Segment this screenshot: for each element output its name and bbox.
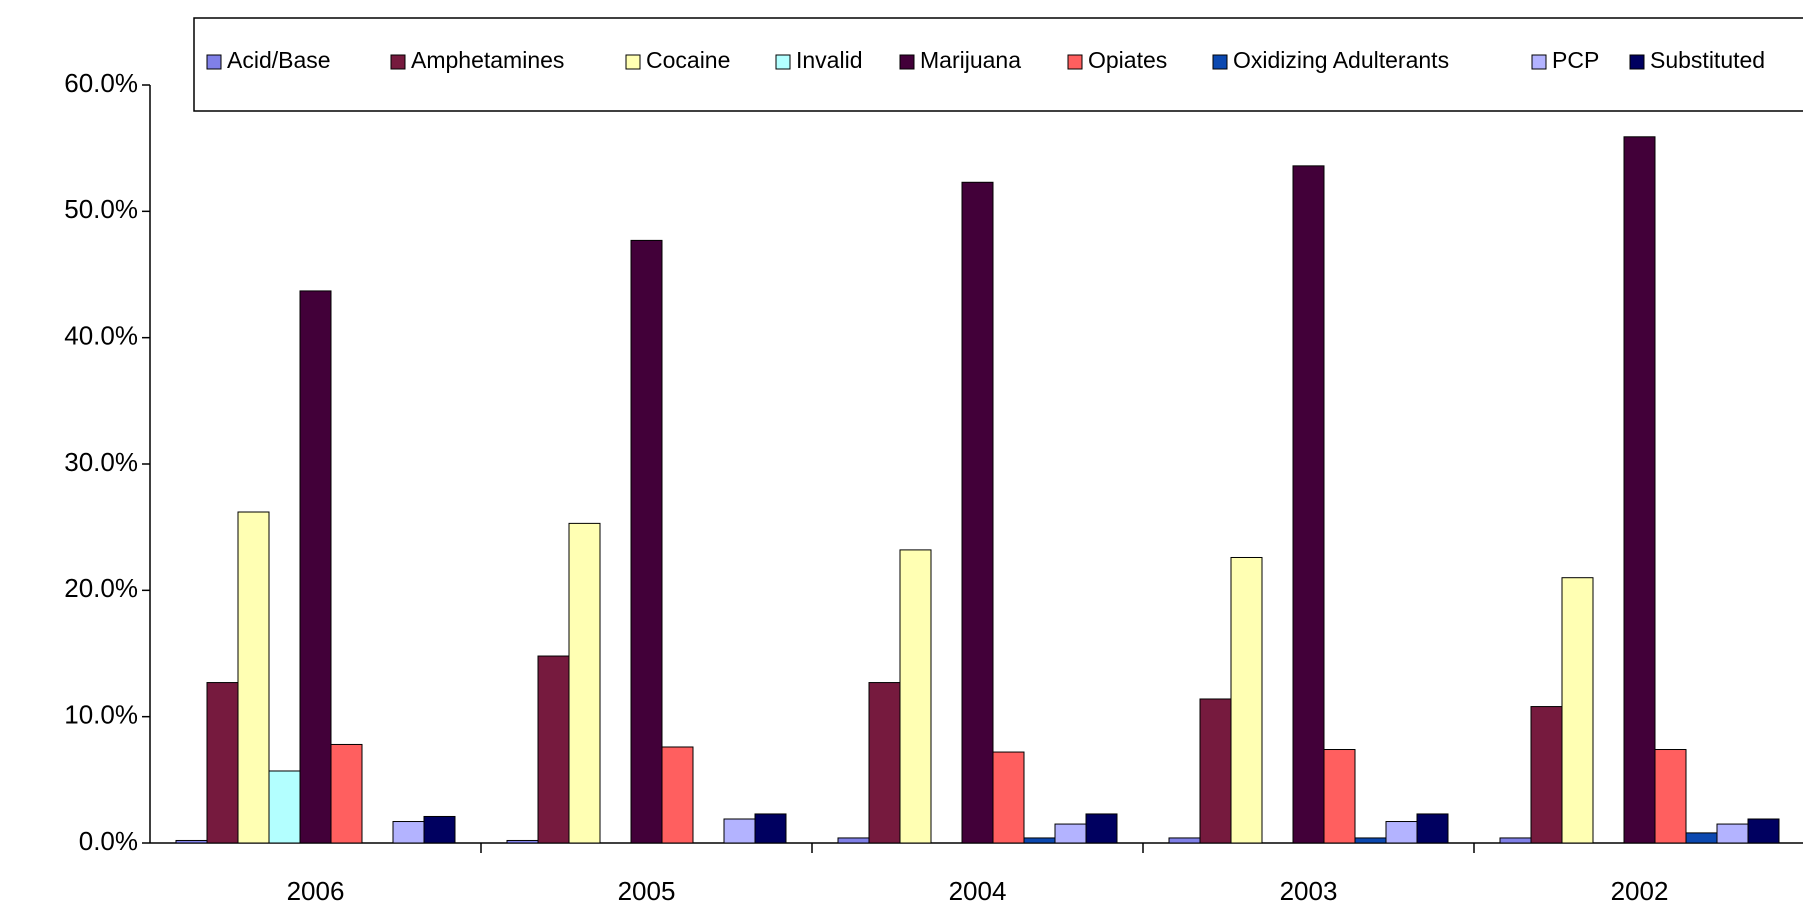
bar bbox=[961, 181, 994, 844]
bar bbox=[299, 290, 332, 844]
bar bbox=[661, 746, 694, 844]
legend-swatch bbox=[390, 54, 406, 70]
y-tick-label: 50.0% bbox=[64, 194, 138, 224]
y-tick-label: 30.0% bbox=[64, 447, 138, 477]
bar bbox=[1530, 706, 1563, 844]
bar bbox=[1685, 832, 1718, 844]
bar bbox=[1416, 813, 1449, 844]
legend-label: Acid/Base bbox=[227, 47, 331, 73]
bar bbox=[506, 839, 539, 844]
legend-swatch bbox=[899, 54, 915, 70]
legend-swatch bbox=[1531, 54, 1547, 70]
bar bbox=[1654, 749, 1687, 844]
legend-swatch bbox=[1629, 54, 1645, 70]
legend-swatch bbox=[206, 54, 222, 70]
y-tick-label: 20.0% bbox=[64, 573, 138, 603]
bar bbox=[723, 818, 756, 844]
bar bbox=[754, 813, 787, 844]
bar bbox=[537, 655, 570, 844]
legend-label: PCP bbox=[1552, 47, 1599, 73]
bar bbox=[1054, 823, 1087, 844]
legend-label: Substituted bbox=[1650, 47, 1765, 73]
x-tick-label: 2005 bbox=[618, 876, 676, 906]
legend-label: Amphetamines bbox=[411, 47, 564, 73]
bar bbox=[630, 239, 663, 844]
bar bbox=[1199, 698, 1232, 844]
x-tick-label: 2002 bbox=[1611, 876, 1669, 906]
bar bbox=[237, 511, 270, 844]
legend-label: Oxidizing Adulterants bbox=[1233, 47, 1449, 73]
bar bbox=[1354, 837, 1387, 844]
bar bbox=[1085, 813, 1118, 844]
y-tick-label: 60.0% bbox=[64, 68, 138, 98]
x-tick-label: 2003 bbox=[1280, 876, 1338, 906]
bar bbox=[175, 839, 208, 844]
y-tick-label: 0.0% bbox=[79, 826, 138, 856]
bar bbox=[1561, 577, 1594, 844]
y-tick-label: 40.0% bbox=[64, 321, 138, 351]
bar bbox=[1623, 136, 1656, 844]
bar bbox=[1716, 823, 1749, 844]
bar bbox=[423, 815, 456, 844]
bar bbox=[268, 770, 301, 844]
y-tick-label: 10.0% bbox=[64, 700, 138, 730]
legend-swatch bbox=[1067, 54, 1083, 70]
bar bbox=[1385, 821, 1418, 844]
bar bbox=[868, 682, 901, 844]
legend-swatch bbox=[775, 54, 791, 70]
legend-swatch bbox=[625, 54, 641, 70]
legend-swatch bbox=[1212, 54, 1228, 70]
x-tick-label: 2004 bbox=[949, 876, 1007, 906]
x-tick-label: 2006 bbox=[287, 876, 345, 906]
bar bbox=[1747, 818, 1780, 844]
bar bbox=[992, 751, 1025, 844]
bar bbox=[899, 549, 932, 844]
bar bbox=[837, 837, 870, 844]
legend-label: Invalid bbox=[796, 47, 862, 73]
bar bbox=[1499, 837, 1532, 844]
legend-label: Cocaine bbox=[646, 47, 730, 73]
bar bbox=[1292, 165, 1325, 844]
legend-label: Marijuana bbox=[920, 47, 1021, 73]
bar bbox=[330, 743, 363, 844]
bar bbox=[1230, 556, 1263, 844]
bar bbox=[206, 682, 239, 844]
bar bbox=[568, 522, 601, 844]
bar bbox=[1168, 837, 1201, 844]
bar bbox=[1023, 837, 1056, 844]
legend-label: Opiates bbox=[1088, 47, 1167, 73]
bar bbox=[1323, 749, 1356, 844]
bar bbox=[392, 821, 425, 844]
